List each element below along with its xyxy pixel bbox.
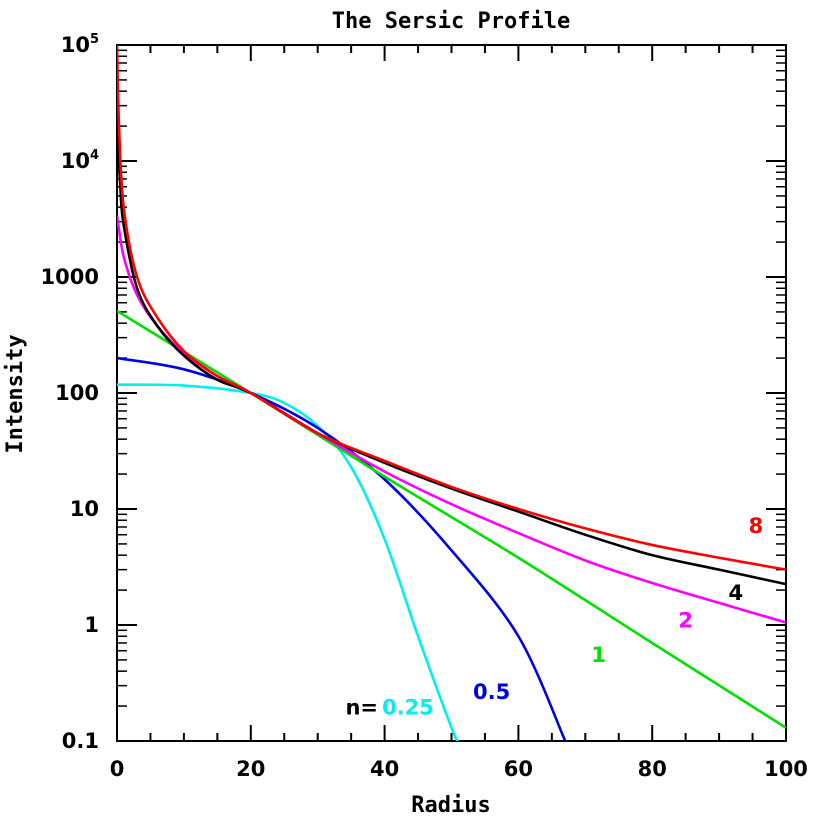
series-line-n-4 (117, 116, 786, 586)
x-tick-label: 0 (110, 757, 125, 781)
series-annotations: 8 4 2 1 0.5 0.25n= (345, 514, 763, 719)
x-tick-label: 40 (370, 757, 399, 781)
y-tick-label: 0.1 (62, 729, 99, 753)
chart-title: The Sersic Profile (332, 9, 570, 34)
series-line-n-1 (117, 309, 786, 729)
n-prefix-label: n= (345, 695, 378, 719)
plot-area (117, 45, 786, 741)
y-tick-label: 100 (55, 381, 99, 405)
y-tick-label: 105 (61, 32, 99, 57)
y-tick-label: 10 (70, 497, 99, 521)
series-label-n-0-25: 0.25 (382, 695, 434, 719)
y-tick-label: 104 (61, 148, 99, 173)
y-axis-label: Intensity (3, 334, 28, 453)
series-line-n-8 (117, 45, 786, 571)
series-label-n-4: 4 (729, 581, 744, 605)
x-tick-label: 100 (764, 757, 808, 781)
x-tick-label: 80 (638, 757, 667, 781)
plot-frame (116, 44, 787, 742)
y-tick-label: 1000 (41, 265, 99, 289)
x-tick-label: 20 (236, 757, 265, 781)
y-tick-label: 1 (84, 613, 99, 637)
x-axis-label: Radius (411, 793, 490, 818)
series-label-n-8: 8 (749, 514, 764, 538)
series-label-n-1: 1 (591, 643, 606, 667)
series-label-n-2: 2 (678, 609, 693, 633)
series-label-n-0-5: 0.5 (473, 680, 510, 704)
series-line-n-0-25 (117, 383, 460, 741)
axes: 0 20 40 60 80 100 0.1 1 10 100 1000 104 105 (41, 32, 808, 781)
x-tick-label: 60 (504, 757, 533, 781)
